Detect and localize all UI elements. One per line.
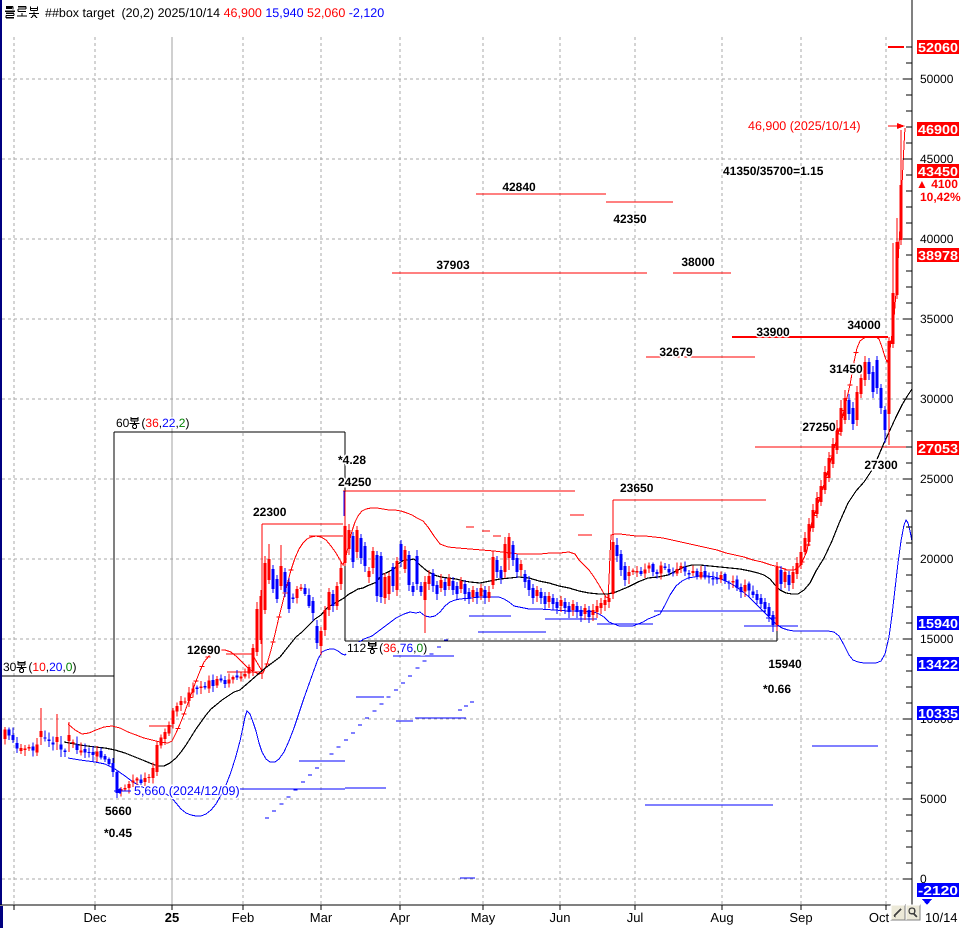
svg-text:27300: 27300 (864, 458, 898, 472)
svg-text:50000: 50000 (920, 72, 954, 86)
svg-text:25000: 25000 (920, 472, 954, 486)
svg-text:Aug: Aug (710, 910, 733, 925)
svg-text:32679: 32679 (659, 345, 693, 359)
svg-text:27053: 27053 (918, 441, 958, 456)
svg-text:40000: 40000 (920, 232, 954, 246)
svg-text:0: 0 (920, 872, 927, 886)
svg-text:31450: 31450 (829, 362, 863, 376)
svg-text:Apr: Apr (390, 910, 411, 925)
svg-text:35000: 35000 (920, 312, 954, 326)
svg-text:42350: 42350 (613, 212, 647, 226)
svg-text:20000: 20000 (920, 552, 954, 566)
svg-text:5000: 5000 (920, 792, 947, 806)
svg-text:(36,22,2): (36,22,2) (141, 416, 189, 430)
svg-text:5,660 (2024/12/09): 5,660 (2024/12/09) (134, 784, 240, 798)
svg-text:15940: 15940 (768, 657, 802, 671)
svg-text:Mar: Mar (310, 910, 333, 925)
svg-text:23650: 23650 (620, 481, 654, 495)
svg-text:Dec: Dec (83, 910, 107, 925)
svg-text:30000: 30000 (920, 392, 954, 406)
svg-text:46900: 46900 (918, 122, 958, 137)
svg-text:13422: 13422 (918, 657, 958, 672)
svg-text:30: 30 (3, 660, 17, 674)
svg-text:52060: 52060 (918, 40, 958, 55)
svg-text:34000: 34000 (847, 318, 881, 332)
svg-text:(36,76,0): (36,76,0) (379, 641, 427, 655)
svg-text:25: 25 (165, 910, 179, 925)
svg-text:41350/35700=1.15: 41350/35700=1.15 (723, 164, 824, 178)
svg-text:▲ 4100: ▲ 4100 (916, 177, 958, 191)
svg-text:10335: 10335 (918, 706, 958, 721)
svg-text:(10,20,0): (10,20,0) (28, 660, 76, 674)
svg-text:Sep: Sep (789, 910, 812, 925)
svg-text:*0.45: *0.45 (104, 826, 132, 840)
svg-text:Jul: Jul (627, 910, 644, 925)
svg-text:38978: 38978 (918, 248, 958, 263)
svg-text:Oct: Oct (869, 910, 890, 925)
svg-text:15000: 15000 (920, 632, 954, 646)
svg-text:38000: 38000 (681, 255, 715, 269)
svg-text:60: 60 (116, 416, 130, 430)
svg-text:10,42%: 10,42% (920, 190, 961, 204)
svg-text:*0.66: *0.66 (763, 682, 791, 696)
svg-text:43450: 43450 (918, 164, 958, 179)
svg-text:10/14: 10/14 (925, 910, 958, 925)
svg-text:45000: 45000 (920, 152, 954, 166)
svg-text:37903: 37903 (436, 258, 470, 272)
svg-text:Feb: Feb (232, 910, 254, 925)
svg-text:24250: 24250 (338, 475, 372, 489)
svg-text:12690: 12690 (187, 643, 221, 657)
svg-text:Jun: Jun (550, 910, 571, 925)
svg-text:27250: 27250 (802, 420, 836, 434)
svg-text:42840: 42840 (502, 180, 536, 194)
svg-text:112: 112 (347, 641, 366, 655)
svg-text:May: May (471, 910, 496, 925)
svg-text:22300: 22300 (253, 505, 287, 519)
svg-text:33900: 33900 (756, 325, 790, 339)
svg-text:-2120: -2120 (918, 883, 958, 898)
svg-text:15940: 15940 (918, 616, 958, 631)
svg-text:*4.28: *4.28 (338, 453, 366, 467)
svg-text:5660: 5660 (105, 804, 132, 818)
svg-text:##box target (20,2) 2025/10/1: ##box target (20,2) 2025/10/14 46,900 15… (45, 6, 384, 20)
svg-text:46,900 (2025/10/14): 46,900 (2025/10/14) (748, 119, 861, 133)
